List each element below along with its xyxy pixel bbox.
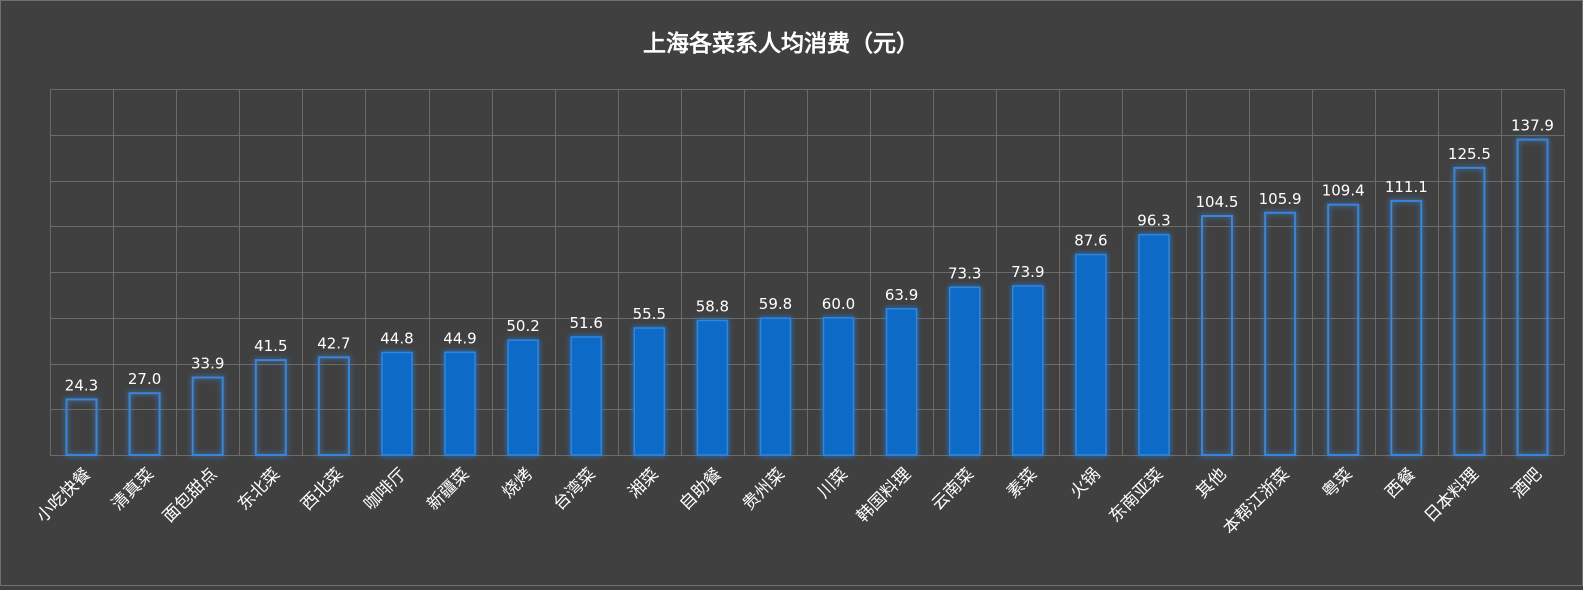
data-label: 44.8: [380, 330, 413, 348]
data-label: 50.2: [506, 317, 539, 335]
category-label: 清真菜: [108, 464, 158, 514]
data-label: 73.3: [948, 264, 981, 282]
data-label: 58.8: [696, 298, 729, 316]
bar: [1516, 138, 1549, 456]
category-label: 本帮江浙菜: [1219, 464, 1293, 538]
bar: [1327, 203, 1360, 456]
category-label: 韩国料理: [853, 464, 915, 526]
bar: [191, 376, 224, 456]
bar: [1201, 215, 1233, 456]
category-label: 面包甜点: [159, 464, 221, 526]
data-label: 33.9: [191, 355, 224, 373]
data-label: 73.9: [1011, 263, 1044, 281]
bar: [696, 319, 729, 456]
category-label: 东南亚菜: [1105, 464, 1167, 526]
data-label: 111.1: [1385, 178, 1428, 196]
bar: [444, 351, 476, 456]
bar: [1075, 253, 1107, 456]
bar: [317, 356, 350, 456]
category-label: 粤菜: [1319, 464, 1357, 502]
data-label: 24.3: [65, 376, 98, 394]
category-label: 云南菜: [928, 464, 978, 514]
data-label: 27.0: [128, 370, 161, 388]
data-label: 125.5: [1448, 145, 1491, 163]
data-label: 109.4: [1322, 182, 1365, 200]
bar: [948, 286, 981, 456]
category-label: 酒吧: [1508, 464, 1546, 502]
category-label: 西北菜: [297, 464, 347, 514]
bar: [65, 398, 98, 456]
bar: [1390, 199, 1423, 456]
category-label: 咖啡厅: [360, 464, 410, 514]
bar: [633, 327, 666, 456]
data-label: 60.0: [822, 295, 855, 313]
bar: [822, 317, 855, 456]
data-label: 105.9: [1259, 190, 1302, 208]
data-label: 41.5: [254, 337, 287, 355]
category-label: 小吃快餐: [33, 464, 95, 526]
bar: [570, 336, 602, 456]
gridlines: [50, 89, 1565, 456]
category-label: 贵州菜: [739, 464, 789, 514]
data-label: 42.7: [317, 334, 350, 352]
data-label: 59.8: [759, 295, 792, 313]
category-label: 台湾菜: [550, 464, 600, 514]
category-label: 自助餐: [676, 464, 726, 514]
data-label: 104.5: [1196, 193, 1239, 211]
bars: [65, 138, 1549, 457]
bar: [759, 317, 792, 456]
category-labels: 小吃快餐 清真菜 面包甜点 东北菜 西北菜 咖啡厅 新疆菜 烧烤 台湾菜 湘菜 自助餐 贵州菜 川菜 韩国…: [33, 464, 1546, 538]
data-label: 137.9: [1511, 117, 1554, 135]
bar: [254, 359, 287, 457]
category-label: 西餐: [1382, 464, 1420, 502]
category-label: 烧烤: [498, 464, 536, 502]
bar: [1138, 233, 1170, 456]
bar: [507, 339, 539, 456]
chart-title: 上海各菜系人均消费（元）: [643, 30, 919, 57]
data-label: 87.6: [1074, 232, 1107, 250]
category-label: 湘菜: [625, 464, 663, 502]
category-label: 新疆菜: [423, 464, 473, 514]
category-label: 日本料理: [1421, 464, 1483, 526]
data-label: 55.5: [633, 305, 666, 323]
bar: [1012, 285, 1044, 456]
category-label: 东北菜: [234, 464, 284, 514]
category-label: 川菜: [814, 464, 852, 502]
data-label: 51.6: [569, 314, 602, 332]
category-label: 素菜: [1003, 464, 1041, 502]
category-label: 其他: [1192, 464, 1230, 502]
category-label: 火锅: [1066, 464, 1104, 502]
value-labels: 24.3 27.0 33.9 41.5 42.7 44.8 44.9 50.2 51.6 55.5…: [65, 117, 1554, 395]
bar: [1453, 166, 1486, 456]
data-label: 96.3: [1137, 212, 1170, 230]
bar: [1264, 211, 1297, 456]
bar: [381, 351, 413, 456]
bar: [885, 308, 918, 456]
data-label: 63.9: [885, 286, 918, 304]
bar: [128, 392, 161, 457]
data-label: 44.9: [443, 329, 476, 347]
